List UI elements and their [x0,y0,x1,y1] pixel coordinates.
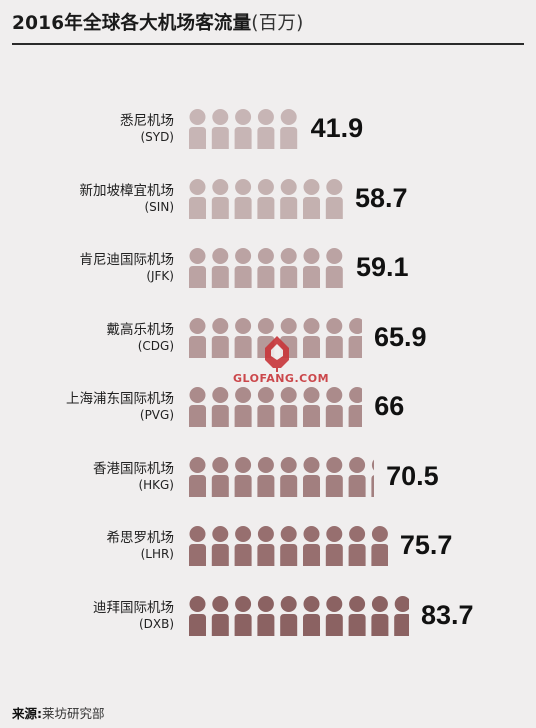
airport-name: 悉尼机场 [120,113,174,129]
airport-code: (SYD) [140,130,174,144]
value-label: 59.1 [356,252,409,282]
title-divider [12,43,524,45]
value-label: 70.5 [386,460,439,491]
value-label: 75.7 [399,530,453,560]
airport-row: 悉尼机场 (SYD) 41.9 [0,107,536,169]
airport-row: 希思罗机场 (LHR) 75.7 [0,524,536,586]
person-icons [189,387,363,427]
airport-name: 戴高乐机场 [106,321,175,338]
airport-name: 香港国际机场 [93,460,174,477]
airport-code: (SIN) [144,199,175,214]
passenger-bar [188,594,409,646]
chart-title: 2016年全球各大机场客流量(百万) [12,13,304,34]
airport-name: 肯尼迪国际机场 [79,252,175,268]
value-label: 83.7 [420,599,474,630]
value-label: 65.9 [373,321,427,352]
value-label: 66 [374,391,405,421]
airport-code: (DXB) [138,616,174,631]
airport-row: 戴高乐机场 (CDG) 65.9 [0,316,536,378]
airport-row: 迪拜国际机场 (DXB) 83.7 [0,594,536,656]
passenger-bar [188,316,362,368]
airport-name: 新加坡樟宜机场 [79,182,175,199]
source-text: 莱坊研究部 [42,706,105,721]
source-note: 来源:莱坊研究部 [12,703,105,722]
person-icons [189,595,409,636]
passenger-bar [188,455,375,507]
airport-code: (CDG) [137,338,174,353]
watermark-text: GLOFANG.COM [232,372,330,385]
airport-row: 肯尼迪国际机场 (JFK) 59.1 [0,246,536,308]
airport-row: 上海浦东国际机场 (PVG) 66 [0,385,536,447]
airport-code: (LHR) [140,547,174,561]
airport-code: (JFK) [146,269,174,283]
watermark: GLOFANG.COM [232,332,329,394]
passenger-bar [188,177,343,229]
chart-unit: (百万) [251,13,304,34]
airport-code: (HKG) [138,477,174,492]
source-label: 来源: [12,706,42,721]
passenger-bar [188,246,344,298]
airport-row: 新加坡樟宜机场 (SIN) 58.7 [0,177,536,239]
airport-name: 上海浦东国际机场 [66,391,174,407]
value-label: 41.9 [310,113,364,143]
airport-name: 希思罗机场 [106,530,175,546]
airport-name: 迪拜国际机场 [93,599,174,616]
watermark-logo-icon [265,336,289,372]
airport-row: 香港国际机场 (HKG) 70.5 [0,455,536,517]
person-icons [189,248,343,288]
person-icons [189,178,343,219]
value-label: 58.7 [354,182,408,213]
person-icons [189,317,362,358]
airport-code: (PVG) [139,408,174,422]
person-icons [189,109,298,149]
person-icons [189,456,375,497]
passenger-bar [188,524,388,576]
passenger-bar [188,385,363,437]
passenger-bar [188,107,299,159]
person-icons [189,526,388,566]
